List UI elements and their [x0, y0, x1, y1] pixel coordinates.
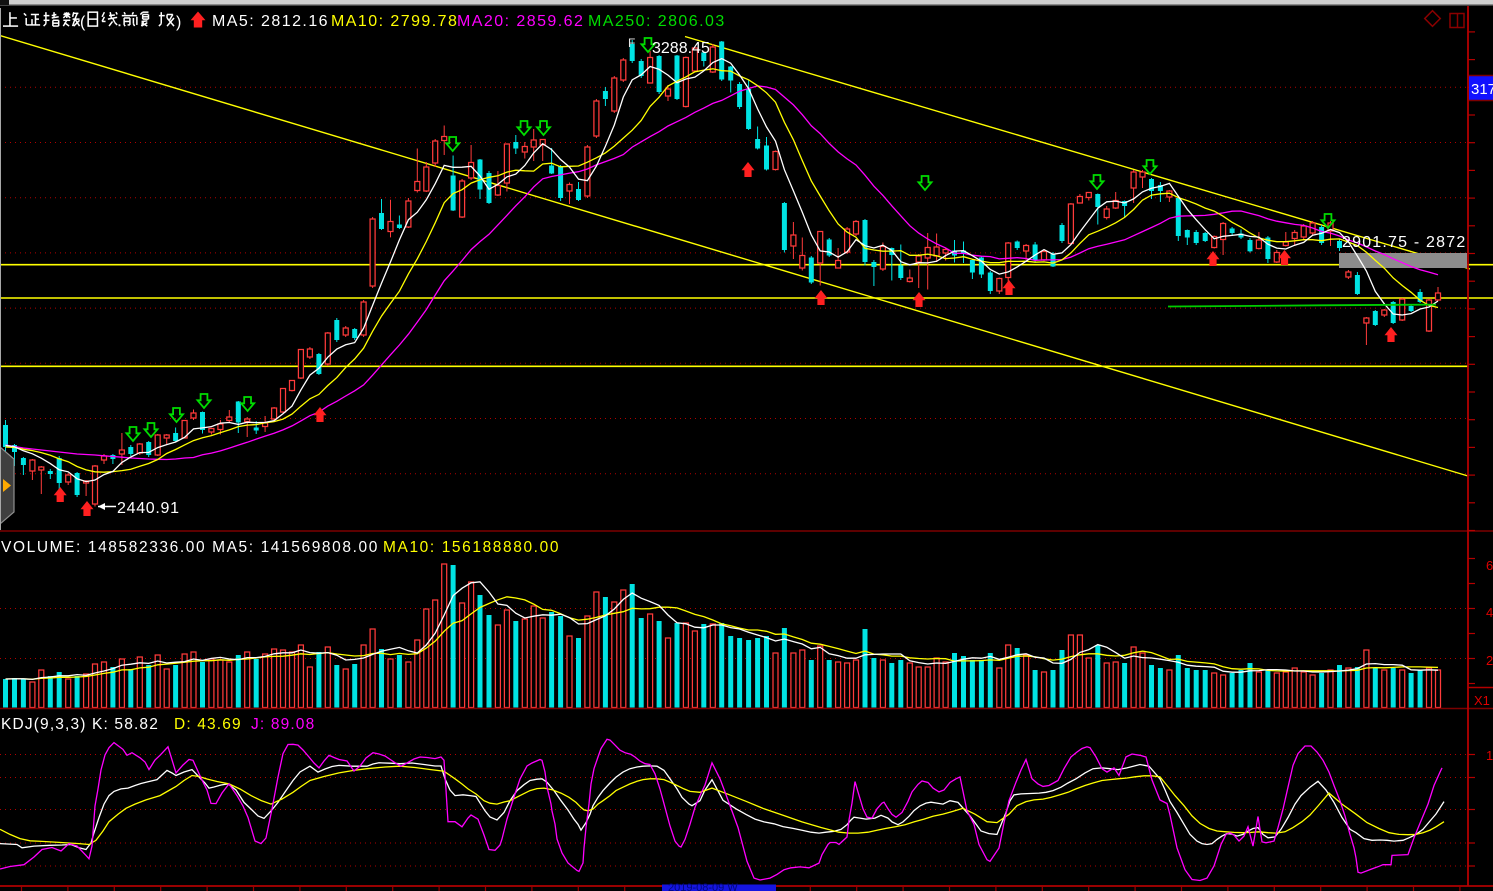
svg-text:MA250: 2806.03: MA250: 2806.03: [588, 13, 726, 30]
svg-text:VOLUME: 148582336.00 MA5: 141: VOLUME: 148582336.00 MA5: 141569808.00: [1, 539, 379, 556]
svg-text:): ): [176, 14, 181, 31]
svg-text:317: 317: [1471, 81, 1493, 98]
svg-text:J: 89.08: J: 89.08: [251, 716, 315, 733]
svg-text:MA5: 2812.16: MA5: 2812.16: [212, 13, 329, 30]
svg-text:6: 6: [1486, 558, 1493, 573]
svg-text:MA10: 2799.78: MA10: 2799.78: [331, 13, 458, 30]
svg-text:(: (: [80, 14, 86, 31]
svg-text:D: 43.69: D: 43.69: [174, 716, 242, 733]
svg-text:F: F: [628, 36, 635, 50]
svg-text:MA10: 156188880.00: MA10: 156188880.00: [383, 539, 560, 556]
svg-text:KDJ(9,3,3) K: 58.82: KDJ(9,3,3) K: 58.82: [1, 716, 159, 733]
svg-text:X1: X1: [1474, 693, 1490, 708]
svg-text:2440.91: 2440.91: [117, 500, 180, 517]
svg-text:MA20: 2859.62: MA20: 2859.62: [457, 13, 584, 30]
svg-text:2: 2: [1486, 653, 1493, 668]
svg-text:2019-08-09 W: 2019-08-09 W: [668, 882, 738, 891]
svg-text:3288.45: 3288.45: [652, 40, 710, 57]
svg-text:4: 4: [1486, 605, 1493, 620]
svg-text:2901.75 - 2872: 2901.75 - 2872: [1342, 234, 1466, 251]
svg-text:1: 1: [1486, 748, 1493, 763]
